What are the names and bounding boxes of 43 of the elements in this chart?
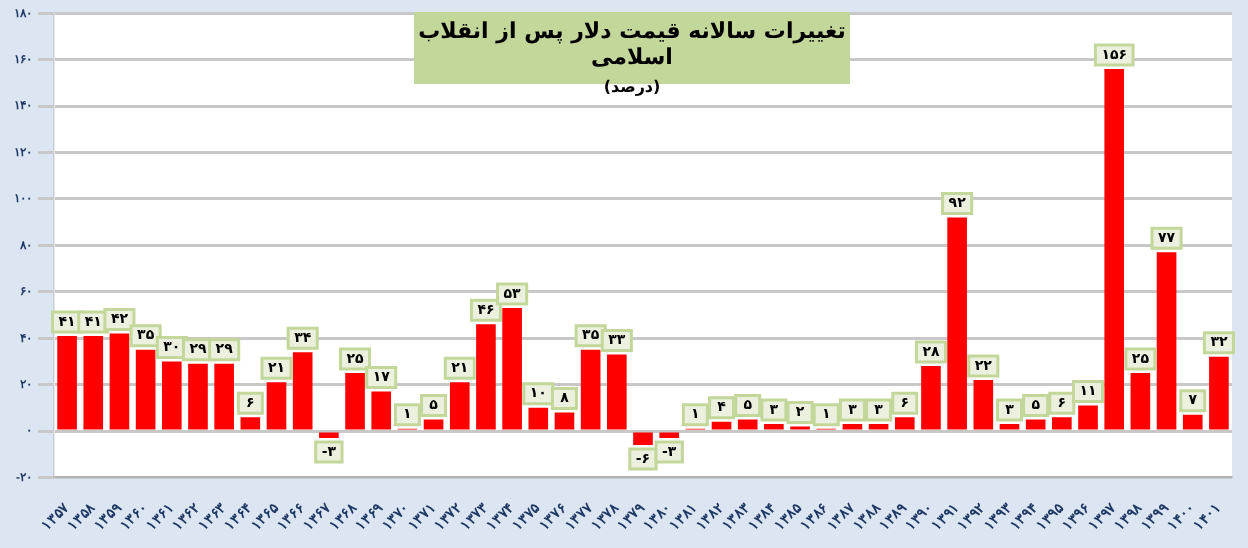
- bar: [161, 361, 182, 430]
- bar: [1104, 68, 1125, 430]
- bar: [423, 419, 444, 430]
- bar: [1025, 419, 1046, 430]
- bar: [607, 354, 627, 430]
- bar: [528, 407, 549, 430]
- bar: [266, 382, 287, 430]
- bar: [1182, 414, 1203, 430]
- bar: [1209, 356, 1229, 430]
- bar: [580, 349, 601, 430]
- bar: [554, 412, 575, 430]
- bar: [842, 424, 863, 430]
- bar: [1156, 252, 1177, 430]
- bar: [894, 417, 915, 430]
- bar: [214, 363, 234, 430]
- bar: [371, 391, 392, 430]
- bar: [135, 349, 156, 430]
- text: (درصد): [601, 78, 663, 96]
- bar: [345, 373, 365, 430]
- bar: [319, 432, 339, 439]
- bar: [83, 335, 104, 430]
- bar: [502, 308, 522, 430]
- bar: [188, 363, 208, 430]
- bar: [711, 421, 732, 430]
- bar: [633, 432, 653, 445]
- bar: [57, 335, 77, 430]
- bar: [659, 432, 679, 439]
- bar: [921, 366, 941, 430]
- bar: [1078, 405, 1098, 430]
- bar: [1130, 373, 1151, 430]
- bar: [764, 424, 784, 430]
- bar: [999, 424, 1020, 430]
- bar: [109, 333, 130, 430]
- bar: [292, 352, 313, 430]
- bar: [973, 379, 994, 430]
- bar: [868, 424, 889, 430]
- bar: [240, 417, 261, 430]
- bar: [947, 217, 967, 430]
- text: تغییرات سالانه قیمت دلار پس از انقلاب اسلامی: [416, 18, 848, 70]
- bar: [737, 419, 758, 430]
- bar: [1052, 417, 1072, 430]
- bar: [476, 324, 496, 430]
- bar: [449, 382, 470, 430]
